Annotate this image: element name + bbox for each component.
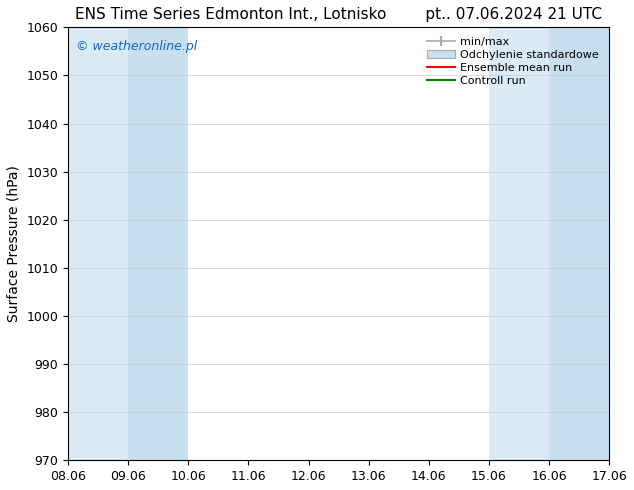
Y-axis label: Surface Pressure (hPa): Surface Pressure (hPa)	[7, 165, 21, 322]
Bar	[68, 27, 188, 460]
Bar	[128, 27, 188, 460]
Text: © weatheronline.pl: © weatheronline.pl	[76, 40, 197, 53]
Bar	[489, 27, 609, 460]
Title: ENS Time Series Edmonton Int., Lotnisko        pt.. 07.06.2024 21 UTC: ENS Time Series Edmonton Int., Lotnisko …	[75, 7, 602, 22]
Bar	[549, 27, 609, 460]
Legend: min/max, Odchylenie standardowe, Ensemble mean run, Controll run: min/max, Odchylenie standardowe, Ensembl…	[423, 33, 604, 90]
